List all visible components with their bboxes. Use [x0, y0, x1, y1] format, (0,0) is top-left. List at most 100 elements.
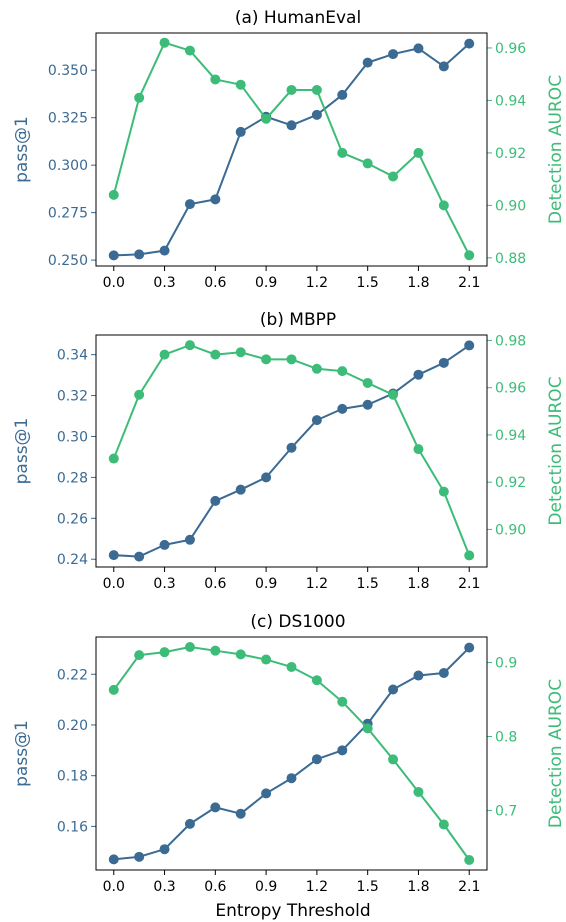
chart-c-series-pass-point — [413, 670, 424, 681]
chart-c-right-tick-label: 0.8 — [495, 729, 517, 745]
chart-c-x-tick-label: 2.1 — [458, 879, 480, 895]
chart-c-series-pass-point — [337, 745, 348, 756]
chart-b-series-pass-point — [286, 442, 297, 453]
chart-b-right-tick-label: 0.94 — [495, 428, 526, 444]
chart-c-series-pass-point — [286, 773, 297, 784]
chart-b-left-tick-label: 0.26 — [57, 511, 88, 527]
chart-c-left-axis-label: pass@1 — [12, 720, 32, 787]
chart-a-title: (a) HumanEval — [235, 8, 361, 28]
chart-b-series-auroc-point — [159, 349, 170, 360]
chart-c-series-pass-point — [311, 754, 322, 765]
chart-a-series-pass-point — [210, 194, 221, 205]
chart-b-series-pass-point — [235, 484, 246, 495]
chart-a-series-auroc-point — [311, 84, 322, 95]
chart-a-x-tick-label: 1.2 — [306, 275, 328, 291]
chart-a-series-auroc-point — [464, 250, 475, 261]
chart-b-series-auroc-point — [388, 389, 399, 400]
chart-a-right-tick-label: 0.92 — [495, 146, 526, 162]
chart-a-series-auroc-point — [362, 158, 373, 169]
chart-c-series-auroc-point — [159, 647, 170, 658]
chart-c-left-tick-label: 0.18 — [57, 769, 88, 785]
chart-a-series-auroc-point — [184, 45, 195, 56]
chart-a-left-tick-label: 0.350 — [48, 63, 88, 79]
chart-b-series-auroc-point — [413, 444, 424, 455]
chart-b-right-tick-label: 0.90 — [495, 522, 526, 538]
chart-b-series-pass-point — [184, 534, 195, 545]
chart-b-series-pass-point — [134, 551, 145, 562]
chart-c-series-auroc-point — [311, 675, 322, 686]
chart-b-series-pass-point — [337, 403, 348, 414]
chart-a-x-tick-label: 0.9 — [255, 275, 277, 291]
chart-c-x-tick-label: 1.8 — [407, 879, 429, 895]
chart-c-series-auroc-point — [464, 855, 475, 866]
chart-c-x-tick-label: 0.0 — [103, 879, 125, 895]
chart-a-left-tick-label: 0.250 — [48, 253, 88, 269]
chart-b-series-auroc-point — [337, 366, 348, 377]
chart-c-series-auroc-point — [388, 754, 399, 765]
chart-b-series-auroc-point — [286, 354, 297, 365]
chart-c-series-auroc-point — [337, 696, 348, 707]
chart-a-series-pass-point — [108, 250, 119, 261]
chart-a-series-auroc-point — [210, 74, 221, 85]
chart-a-series-auroc-point — [159, 37, 170, 48]
chart-b-x-tick-label: 1.5 — [357, 576, 379, 592]
chart-c-x-tick-label: 1.2 — [306, 879, 328, 895]
chart-b-title: (b) MBPP — [260, 310, 336, 330]
chart-a-series-pass-point — [362, 57, 373, 68]
chart-a-left-axis-label: pass@1 — [12, 116, 32, 183]
chart-c-series-pass-point — [438, 668, 449, 679]
chart-b-right-tick-label: 0.92 — [495, 475, 526, 491]
chart-b-x-tick-label: 2.1 — [458, 576, 480, 592]
chart-c-series-auroc-point — [134, 650, 145, 661]
chart-a-x-tick-label: 0.0 — [103, 275, 125, 291]
chart-c-series-auroc-point — [210, 645, 221, 656]
chart-b-series-pass-point — [438, 357, 449, 368]
chart-b-left-tick-label: 0.32 — [57, 389, 88, 405]
chart-c-title: (c) DS1000 — [250, 612, 345, 632]
chart-a-right-tick-label: 0.88 — [495, 251, 526, 267]
chart-b-left-tick-label: 0.30 — [57, 429, 88, 445]
chart-c-series-pass-point — [134, 851, 145, 862]
chart-c-x-tick-label: 0.3 — [153, 879, 175, 895]
chart-a-x-tick-label: 0.3 — [153, 275, 175, 291]
chart-a-series-auroc-point — [261, 113, 272, 124]
chart-b-series-auroc-point — [134, 389, 145, 400]
chart-c-series-auroc-point — [286, 661, 297, 672]
chart-a-series-auroc-point — [337, 147, 348, 158]
chart-a-series-auroc-point — [134, 92, 145, 103]
chart-c-x-tick-label: 1.5 — [357, 879, 379, 895]
chart-a-right-tick-label: 0.94 — [495, 93, 526, 109]
chart-a-x-tick-label: 0.6 — [204, 275, 226, 291]
chart-a-x-tick-label: 1.8 — [407, 275, 429, 291]
chart-b-series-pass-point — [464, 340, 475, 351]
chart-c-series-auroc-point — [438, 819, 449, 830]
chart-b-right-tick-label: 0.98 — [495, 333, 526, 349]
chart-c-series-auroc-point — [413, 786, 424, 797]
chart-c-series-auroc-point — [261, 654, 272, 665]
chart-a-series-pass-point — [413, 43, 424, 54]
chart-c-left-tick-label: 0.20 — [57, 718, 88, 734]
chart-a-plot-frame — [95, 32, 488, 267]
chart-a-series-pass-point — [311, 109, 322, 120]
chart-b-x-tick-label: 1.2 — [306, 576, 328, 592]
chart-c-series-auroc-point — [362, 723, 373, 734]
chart-a-right-axis-label: Detection AUROC — [546, 75, 566, 224]
chart-b-series-auroc-point — [311, 363, 322, 374]
chart-b-x-tick-label: 0.6 — [204, 576, 226, 592]
chart-a-left-tick-label: 0.275 — [48, 206, 88, 222]
chart-a-left-tick-label: 0.300 — [48, 158, 88, 174]
x-axis-label: Entropy Threshold — [215, 901, 370, 921]
chart-b-x-tick-label: 1.8 — [407, 576, 429, 592]
chart-b-series-pass-point — [108, 550, 119, 561]
chart-b-series-auroc-point — [261, 354, 272, 365]
chart-a-x-tick-label: 1.5 — [357, 275, 379, 291]
chart-b-right-tick-label: 0.96 — [495, 381, 526, 397]
chart-b-plot-frame — [95, 334, 488, 568]
chart-b-series-pass-point — [261, 472, 272, 483]
chart-b-series-auroc-point — [464, 550, 475, 561]
chart-c-left-tick-label: 0.16 — [57, 819, 88, 835]
chart-a-series-auroc-point — [108, 189, 119, 200]
chart-c-series-pass-point — [184, 818, 195, 829]
chart-a-series-pass-point — [464, 38, 475, 49]
